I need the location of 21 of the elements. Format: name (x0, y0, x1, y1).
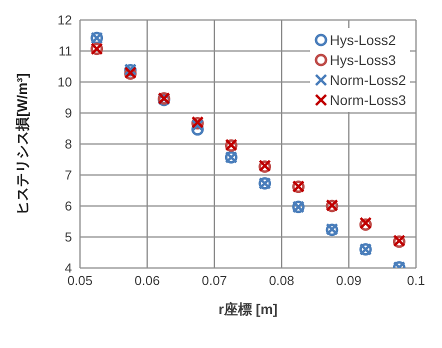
x-axis-title: r座標 [m] (218, 301, 278, 317)
legend-label: Hys-Loss3 (330, 52, 396, 68)
y-tick-label: 12 (58, 12, 72, 28)
y-tick-label: 5 (64, 230, 72, 245)
x-tick-label: 0.09 (336, 273, 362, 288)
y-axis-title: ヒステリシス損[W/m³] (14, 73, 30, 215)
x-tick-label: 0.05 (67, 273, 93, 288)
legend-label: Hys-Loss2 (330, 32, 396, 48)
y-tick-label: 9 (64, 106, 72, 121)
y-tick-label: 11 (58, 44, 72, 59)
legend-label: Norm-Loss2 (330, 72, 406, 88)
x-tick-label: 0.06 (134, 273, 160, 288)
y-tick-label: 8 (64, 136, 72, 152)
x-tick-label: 0.08 (268, 273, 294, 288)
y-tick-label: 6 (64, 198, 72, 214)
y-tick-label: 7 (64, 168, 72, 183)
x-tick-label: 0.1 (406, 273, 426, 288)
legend-label: Norm-Loss3 (330, 92, 406, 108)
y-tick-label: 4 (64, 260, 72, 276)
x-tick-label: 0.07 (202, 273, 228, 288)
y-tick-label: 10 (58, 74, 72, 90)
